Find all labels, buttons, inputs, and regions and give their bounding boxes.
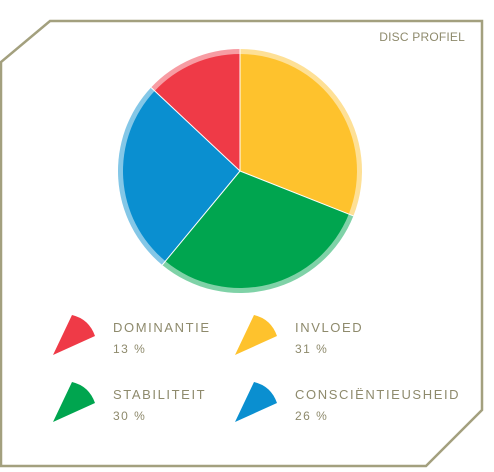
legend-label-dominantie: DOMINANTIE <box>113 320 211 335</box>
legend-item-stabiliteit: STABILITEIT 30 % <box>51 380 251 440</box>
legend-value-stabiliteit: 30 % <box>113 409 147 423</box>
legend-value-dominantie: 13 % <box>113 342 147 356</box>
chart-title: DISC PROFIEL <box>379 30 465 44</box>
legend-label-invloed: INVLOED <box>295 320 364 335</box>
pie-slice-consciëntieusheid <box>122 90 240 262</box>
legend-value-consciëntieusheid: 26 % <box>295 409 329 423</box>
legend-marker-consciëntieusheid <box>235 382 277 422</box>
legend-item-invloed: INVLOED 31 % <box>233 313 433 373</box>
pie-slice-separator <box>239 170 354 217</box>
legend-item-dominantie: DOMINANTIE 13 % <box>51 313 251 373</box>
legend-marker-invloed <box>235 315 277 355</box>
legend-marker-dominantie <box>53 315 95 355</box>
pie-slice-invloed <box>240 54 358 215</box>
legend-value-invloed: 31 % <box>295 342 329 356</box>
legend-item-consciëntieusheid: CONSCIËNTIEUSHEID 26 % <box>233 380 459 440</box>
pie-slice-separator <box>150 87 241 172</box>
legend-marker-stabiliteit <box>53 382 95 422</box>
legend-label-consciëntieusheid: CONSCIËNTIEUSHEID <box>295 387 461 402</box>
legend-label-stabiliteit: STABILITEIT <box>113 387 207 402</box>
pie-slice-stabiliteit <box>165 171 349 289</box>
pie-slice-dominantie <box>154 54 240 171</box>
pie-slice-separator <box>161 170 241 266</box>
